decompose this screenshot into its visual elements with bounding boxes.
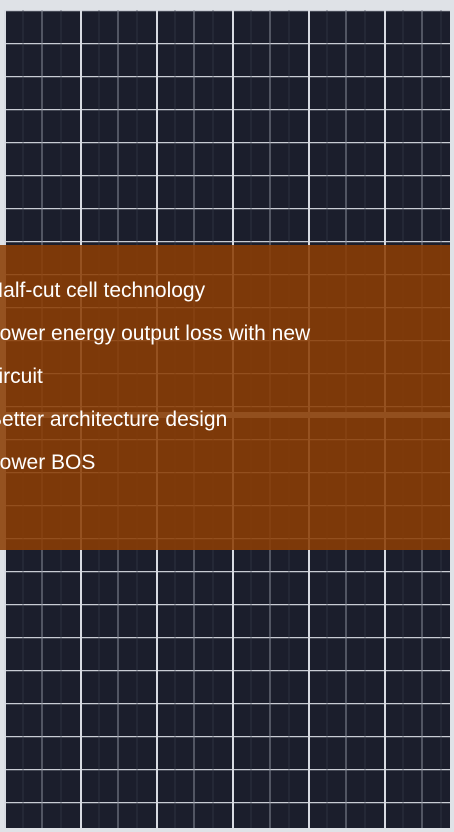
- feature-line: Lower BOS: [0, 441, 310, 484]
- feature-line: Half-cut cell technology: [0, 269, 310, 312]
- page: Half-cut cell technologyLower energy out…: [0, 0, 454, 832]
- feature-line: Lower energy output loss with new: [0, 312, 310, 355]
- feature-line: circuit: [0, 355, 310, 398]
- feature-line: Better architecture design: [0, 398, 310, 441]
